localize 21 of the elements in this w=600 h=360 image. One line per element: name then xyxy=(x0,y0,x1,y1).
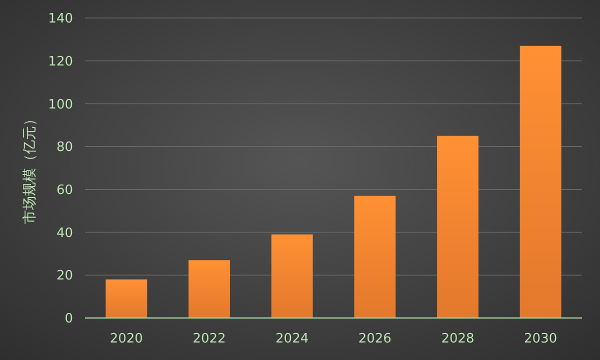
bar xyxy=(106,279,148,318)
y-tick-label: 140 xyxy=(48,12,73,27)
bar xyxy=(188,260,230,318)
x-tick-label: 2030 xyxy=(524,332,558,347)
y-tick-label: 0 xyxy=(64,312,73,327)
y-axis-title: 市场规模（亿元） xyxy=(22,112,38,224)
bar xyxy=(354,196,396,318)
y-tick-label: 20 xyxy=(56,268,73,284)
bar xyxy=(271,234,313,318)
x-tick-label: 2022 xyxy=(192,332,226,347)
y-tick-label: 100 xyxy=(48,97,73,112)
y-tick-label: 120 xyxy=(48,54,73,70)
x-tick-label: 2024 xyxy=(276,332,309,347)
x-tick-label: 2020 xyxy=(110,332,143,347)
bar xyxy=(437,136,478,318)
bar xyxy=(520,46,562,318)
x-tick-label: 2028 xyxy=(441,332,474,347)
y-tick-label: 80 xyxy=(56,140,73,156)
y-tick-label: 40 xyxy=(56,226,73,241)
x-tick-label: 2026 xyxy=(358,332,392,347)
y-tick-label: 60 xyxy=(56,182,73,198)
